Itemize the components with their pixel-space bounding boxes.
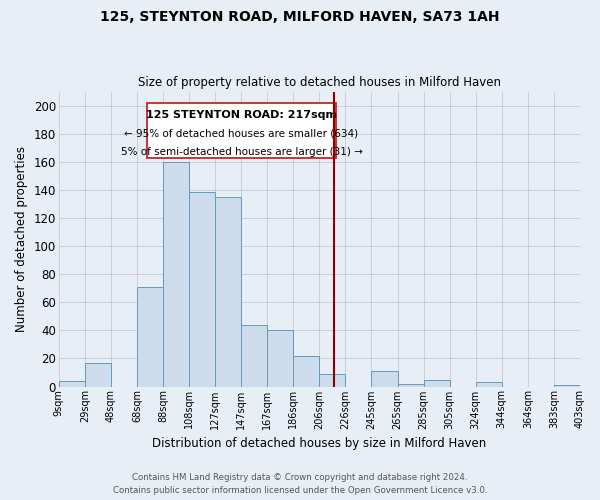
Bar bbox=[137, 287, 163, 386]
Bar bbox=[319, 374, 346, 386]
Bar bbox=[267, 330, 293, 386]
Bar bbox=[424, 380, 449, 386]
Bar bbox=[85, 362, 111, 386]
Y-axis label: Number of detached properties: Number of detached properties bbox=[15, 146, 28, 332]
Bar bbox=[215, 197, 241, 386]
X-axis label: Distribution of detached houses by size in Milford Haven: Distribution of detached houses by size … bbox=[152, 437, 487, 450]
Text: ← 95% of detached houses are smaller (634): ← 95% of detached houses are smaller (63… bbox=[124, 128, 359, 138]
Text: 125, STEYNTON ROAD, MILFORD HAVEN, SA73 1AH: 125, STEYNTON ROAD, MILFORD HAVEN, SA73 … bbox=[100, 10, 500, 24]
Bar bbox=[554, 385, 580, 386]
Bar bbox=[293, 356, 319, 386]
Bar bbox=[189, 192, 215, 386]
Bar bbox=[59, 381, 85, 386]
Bar bbox=[371, 371, 398, 386]
Text: Contains HM Land Registry data © Crown copyright and database right 2024.
Contai: Contains HM Land Registry data © Crown c… bbox=[113, 474, 487, 495]
FancyBboxPatch shape bbox=[148, 104, 336, 158]
Bar bbox=[163, 162, 189, 386]
Bar bbox=[241, 325, 267, 386]
Bar bbox=[476, 382, 502, 386]
Title: Size of property relative to detached houses in Milford Haven: Size of property relative to detached ho… bbox=[138, 76, 501, 90]
Text: 125 STEYNTON ROAD: 217sqm: 125 STEYNTON ROAD: 217sqm bbox=[146, 110, 337, 120]
Bar bbox=[398, 384, 424, 386]
Text: 5% of semi-detached houses are larger (31) →: 5% of semi-detached houses are larger (3… bbox=[121, 146, 362, 156]
